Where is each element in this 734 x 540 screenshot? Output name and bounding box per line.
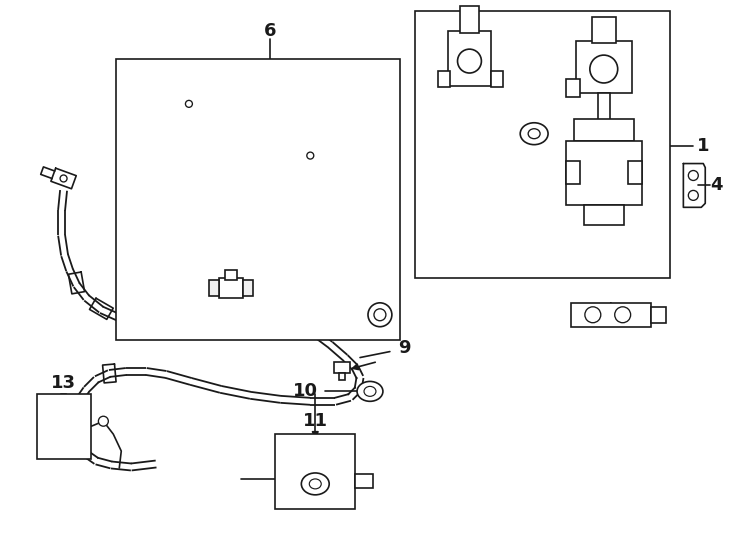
Ellipse shape xyxy=(309,479,321,489)
Text: 13: 13 xyxy=(51,374,76,393)
Bar xyxy=(339,374,345,380)
Text: 10: 10 xyxy=(294,382,319,400)
Bar xyxy=(243,280,252,296)
Circle shape xyxy=(60,175,67,182)
Text: 3: 3 xyxy=(528,164,540,181)
Circle shape xyxy=(307,152,313,159)
Bar xyxy=(566,160,580,185)
Bar xyxy=(37,394,92,459)
Bar xyxy=(491,71,504,87)
Bar xyxy=(650,307,666,323)
Text: 11: 11 xyxy=(302,412,328,430)
Text: 4: 4 xyxy=(710,177,722,194)
Bar xyxy=(571,303,650,327)
Bar xyxy=(592,17,616,43)
Bar xyxy=(597,93,610,123)
Bar xyxy=(355,474,373,488)
Circle shape xyxy=(585,307,601,323)
Circle shape xyxy=(98,416,109,426)
Bar xyxy=(574,119,633,140)
Text: 9: 9 xyxy=(398,339,410,356)
Bar xyxy=(116,59,400,340)
Bar xyxy=(334,361,350,374)
Bar xyxy=(225,270,236,280)
Ellipse shape xyxy=(302,473,329,495)
Text: 6: 6 xyxy=(264,22,277,40)
Text: 8: 8 xyxy=(167,279,179,297)
Bar xyxy=(415,11,670,278)
Text: 1: 1 xyxy=(697,137,710,154)
Circle shape xyxy=(614,307,631,323)
Bar xyxy=(219,278,243,298)
Bar xyxy=(566,140,642,205)
Bar xyxy=(459,6,479,33)
Ellipse shape xyxy=(520,123,548,145)
Circle shape xyxy=(688,171,698,180)
Bar xyxy=(448,31,491,86)
Ellipse shape xyxy=(528,129,540,139)
Text: 7: 7 xyxy=(333,306,345,324)
Ellipse shape xyxy=(364,387,376,396)
Circle shape xyxy=(688,191,698,200)
Bar xyxy=(576,41,632,93)
Bar xyxy=(566,79,580,97)
Bar xyxy=(584,205,624,225)
Text: 12: 12 xyxy=(302,450,328,468)
Circle shape xyxy=(368,303,392,327)
Text: 2: 2 xyxy=(463,120,476,138)
Bar xyxy=(275,434,355,509)
Circle shape xyxy=(457,49,482,73)
Circle shape xyxy=(590,55,618,83)
Bar xyxy=(437,71,449,87)
Circle shape xyxy=(186,100,192,107)
Circle shape xyxy=(374,309,386,321)
Text: 5: 5 xyxy=(605,309,617,327)
Ellipse shape xyxy=(357,381,383,401)
Bar xyxy=(208,280,219,296)
Bar xyxy=(628,160,642,185)
